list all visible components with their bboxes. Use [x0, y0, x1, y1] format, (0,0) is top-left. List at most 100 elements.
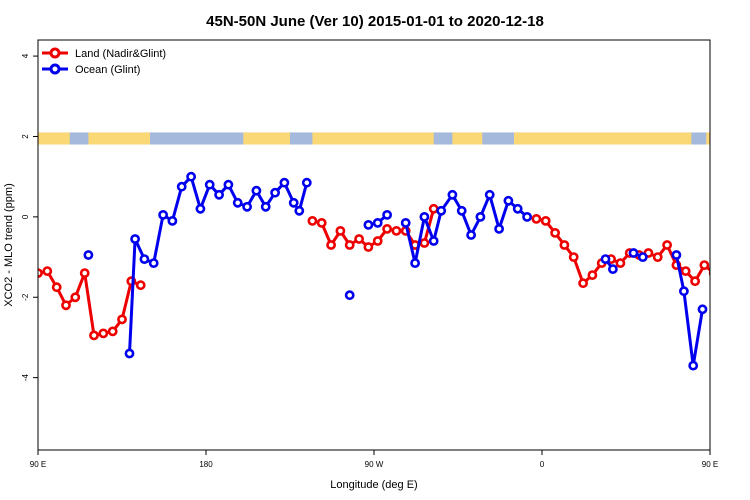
data-point	[316, 217, 327, 228]
data-point	[522, 211, 532, 222]
data-point	[214, 189, 224, 200]
data-point	[158, 209, 168, 220]
data-point	[382, 223, 392, 234]
data-point	[354, 234, 364, 244]
data-point	[135, 280, 146, 291]
data-point	[456, 205, 467, 216]
data-point	[270, 187, 280, 198]
data-point	[117, 314, 127, 325]
data-point	[79, 268, 90, 278]
x-axis: 90 E 180 90 W 0 90 E	[30, 450, 718, 469]
series-0	[38, 203, 745, 341]
data-point	[372, 217, 383, 228]
data-point	[148, 258, 159, 268]
data-point	[301, 177, 312, 188]
data-point	[738, 302, 745, 309]
data-point	[251, 185, 262, 196]
data-point	[503, 195, 514, 206]
x-tick-label: 90 E	[702, 460, 718, 469]
data-point	[662, 240, 672, 250]
data-point	[628, 248, 639, 258]
data-point	[242, 201, 252, 212]
strip-land	[312, 132, 434, 145]
series-layer	[38, 171, 745, 371]
data-point	[124, 348, 135, 359]
land-ocean-strip	[38, 132, 710, 145]
data-point	[688, 360, 699, 371]
strip-land	[243, 132, 290, 145]
data-point	[344, 290, 355, 301]
y-tick-label: -4	[21, 374, 30, 382]
data-point	[699, 260, 710, 270]
x-tick-label: 0	[540, 460, 545, 469]
legend: Land (Nadir&Glint) Ocean (Glint)	[42, 47, 166, 76]
strip-land	[88, 132, 150, 145]
data-point	[130, 234, 140, 244]
data-point	[400, 217, 411, 228]
data-point	[382, 209, 392, 220]
data-point	[363, 219, 374, 230]
data-point	[428, 236, 439, 246]
data-point	[288, 197, 299, 208]
data-point	[568, 252, 579, 262]
series-line	[674, 254, 704, 368]
data-point	[720, 268, 727, 275]
data-point	[419, 238, 430, 248]
data-point	[559, 240, 570, 250]
y-axis: -4 -2 0 2 4	[21, 53, 38, 381]
data-point	[326, 240, 336, 250]
data-point	[512, 203, 523, 214]
y-tick-label: 4	[21, 53, 30, 58]
x-tick-label: 90 W	[365, 460, 384, 469]
data-point	[428, 203, 439, 214]
data-point	[372, 236, 383, 246]
y-tick-label: -2	[21, 293, 30, 301]
legend-label-ocean: Ocean (Glint)	[75, 64, 140, 76]
data-point	[307, 215, 318, 226]
data-point	[107, 326, 118, 337]
data-point	[167, 215, 178, 226]
legend-label-land: Land (Nadir&Glint)	[75, 48, 166, 60]
data-point	[42, 266, 53, 276]
data-point	[279, 177, 290, 188]
data-point	[419, 211, 430, 222]
data-point	[232, 197, 243, 208]
data-point	[494, 223, 504, 234]
y-tick-label: 0	[21, 214, 30, 219]
data-point	[708, 269, 710, 277]
data-point	[587, 270, 598, 280]
data-point	[540, 215, 551, 226]
data-point	[83, 250, 94, 260]
data-point	[475, 211, 486, 222]
y-tick-label: 2	[21, 134, 30, 139]
data-point	[70, 292, 81, 303]
data-point	[344, 240, 355, 250]
series-line	[38, 269, 142, 337]
data-point	[447, 189, 458, 200]
chart-title: 45N-50N June (Ver 10) 2015-01-01 to 2020…	[206, 13, 544, 30]
data-point	[637, 252, 648, 262]
data-point	[186, 171, 196, 182]
data-point	[729, 282, 736, 289]
legend-marker-ocean	[49, 63, 61, 75]
y-axis-label: XCO2 - MLO trend (ppm)	[3, 183, 15, 306]
data-point	[391, 225, 402, 236]
data-point	[51, 282, 62, 293]
data-point	[195, 203, 206, 214]
data-point	[363, 242, 374, 252]
data-point	[410, 258, 420, 268]
data-point	[436, 205, 447, 216]
data-point	[466, 230, 476, 240]
data-point	[98, 328, 109, 339]
x-tick-label: 90 E	[30, 460, 46, 469]
data-point	[61, 300, 71, 311]
data-point	[550, 227, 560, 238]
data-point	[671, 250, 682, 260]
data-point	[260, 201, 271, 212]
data-point	[89, 330, 99, 341]
data-point	[139, 254, 150, 264]
data-point	[679, 286, 689, 297]
legend-marker-land	[49, 47, 61, 59]
strip-land	[514, 132, 692, 145]
